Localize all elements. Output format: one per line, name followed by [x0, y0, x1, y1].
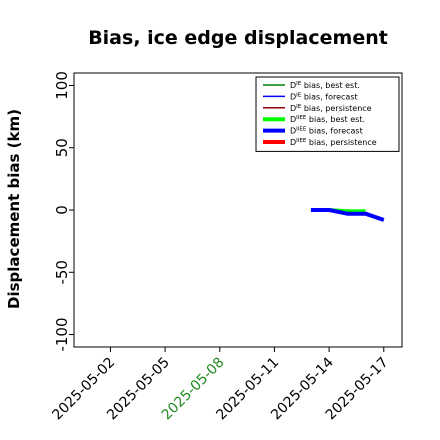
series-layer	[310, 208, 385, 222]
chart-title: Bias, ice edge displacement	[88, 27, 388, 49]
y-tick-label: 100	[53, 71, 71, 100]
series-line-5	[310, 208, 385, 222]
y-axis-label: Displacement bias (km)	[5, 109, 23, 309]
legend-label-2: DIE bias, forecast	[290, 92, 358, 101]
y-tick-label: -100	[53, 318, 71, 352]
legend-label-5: DIIEE bias, forecast	[290, 127, 363, 136]
x-axis-ticks: 2025-05-022025-05-052025-05-082025-05-11…	[49, 347, 392, 423]
legend-label-3: DIE bias, persistence	[290, 104, 372, 113]
legend-label-4: DIIEE bias, best est.	[290, 115, 365, 124]
y-tick-label: 0	[53, 205, 71, 215]
legend-label-1: DIE bias, best est.	[290, 81, 360, 90]
legend: DIE bias, best est. DIE bias, forecast DIE…	[255, 76, 400, 152]
y-axis-ticks: -100 -50 0 50 100	[53, 71, 74, 352]
y-tick-label: -50	[53, 260, 71, 285]
legend-box	[255, 76, 400, 152]
y-tick-label: 50	[53, 138, 71, 157]
legend-label-6: DIIEE bias, persistence	[290, 138, 377, 147]
